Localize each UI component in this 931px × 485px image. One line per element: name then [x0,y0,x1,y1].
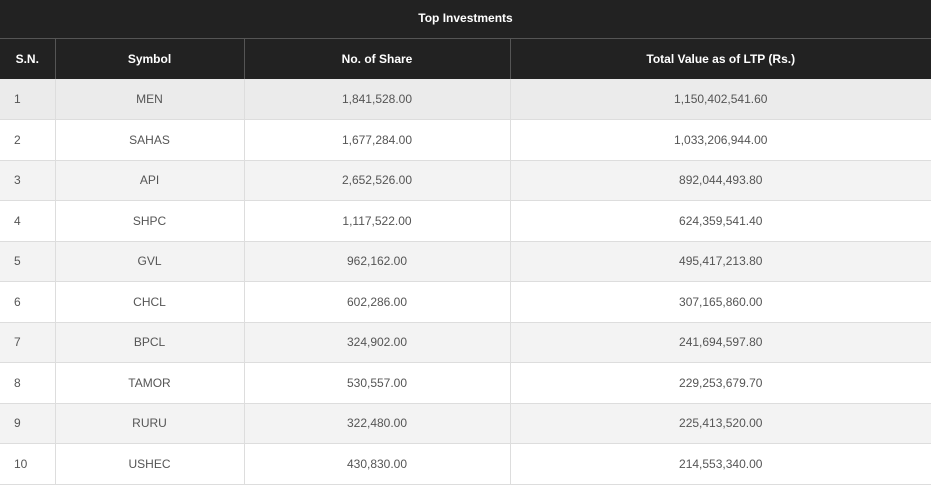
table-cell: 3 [0,160,55,201]
table-row: 10 USHEC 430,830.00 214,553,340.00 [0,443,931,485]
column-header: Total Value as of LTP (Rs.) [509,38,931,79]
table-cell: 9 [0,403,55,444]
table-cell: 1 [0,79,55,120]
investments-table: S.N. Symbol No. of Share Total Value as of … [0,38,931,485]
table-row: 2 SAHAS 1,677,284.00 1,033,206,944.00 [0,119,931,161]
table-cell: 324,902.00 [243,322,510,363]
column-header: S.N. [0,38,55,79]
table-cell: 322,480.00 [243,403,510,444]
table-cell: 495,417,213.80 [509,241,931,282]
table-cell: 241,694,597.80 [509,322,931,363]
column-header: No. of Share [243,38,510,79]
table-cell: RURU [54,403,244,444]
table-cell: 7 [0,322,55,363]
table-cell: 8 [0,362,55,404]
table-cell: 214,553,340.00 [509,443,931,485]
table-cell: 5 [0,241,55,282]
table-cell: 1,841,528.00 [243,79,510,120]
panel-title: Top Investments [0,0,931,38]
table-cell: GVL [54,241,244,282]
table-cell: 10 [0,443,55,485]
table-cell: SAHAS [54,119,244,161]
column-header: Symbol [54,38,244,79]
table-cell: 1,117,522.00 [243,200,510,242]
table-row: 9 RURU 322,480.00 225,413,520.00 [0,403,931,444]
table-cell: 430,830.00 [243,443,510,485]
table-cell: 4 [0,200,55,242]
table-cell: 530,557.00 [243,362,510,404]
table-cell: 225,413,520.00 [509,403,931,444]
table-cell: CHCL [54,281,244,323]
table-row: 4 SHPC 1,117,522.00 624,359,541.40 [0,200,931,242]
table-cell: 1,677,284.00 [243,119,510,161]
table-cell: 229,253,679.70 [509,362,931,404]
table-row: 1 MEN 1,841,528.00 1,150,402,541.60 [0,79,931,120]
table-cell: BPCL [54,322,244,363]
table-cell: 6 [0,281,55,323]
table-row: 8 TAMOR 530,557.00 229,253,679.70 [0,362,931,404]
table-row: 3 API 2,652,526.00 892,044,493.80 [0,160,931,201]
table-cell: 624,359,541.40 [509,200,931,242]
table-cell: 602,286.00 [243,281,510,323]
table-cell: 1,033,206,944.00 [509,119,931,161]
table-row: 7 BPCL 324,902.00 241,694,597.80 [0,322,931,363]
table-cell: MEN [54,79,244,120]
table-cell: SHPC [54,200,244,242]
table-row: 5 GVL 962,162.00 495,417,213.80 [0,241,931,282]
table-cell: 2,652,526.00 [243,160,510,201]
header-row: S.N. Symbol No. of Share Total Value as of … [0,38,931,79]
table-cell: 1,150,402,541.60 [509,79,931,120]
table-cell: USHEC [54,443,244,485]
table-cell: 892,044,493.80 [509,160,931,201]
table-cell: 962,162.00 [243,241,510,282]
table-cell: 2 [0,119,55,161]
table-cell: TAMOR [54,362,244,404]
table-cell: 307,165,860.00 [509,281,931,323]
table-cell: API [54,160,244,201]
table-row: 6 CHCL 602,286.00 307,165,860.00 [0,281,931,323]
